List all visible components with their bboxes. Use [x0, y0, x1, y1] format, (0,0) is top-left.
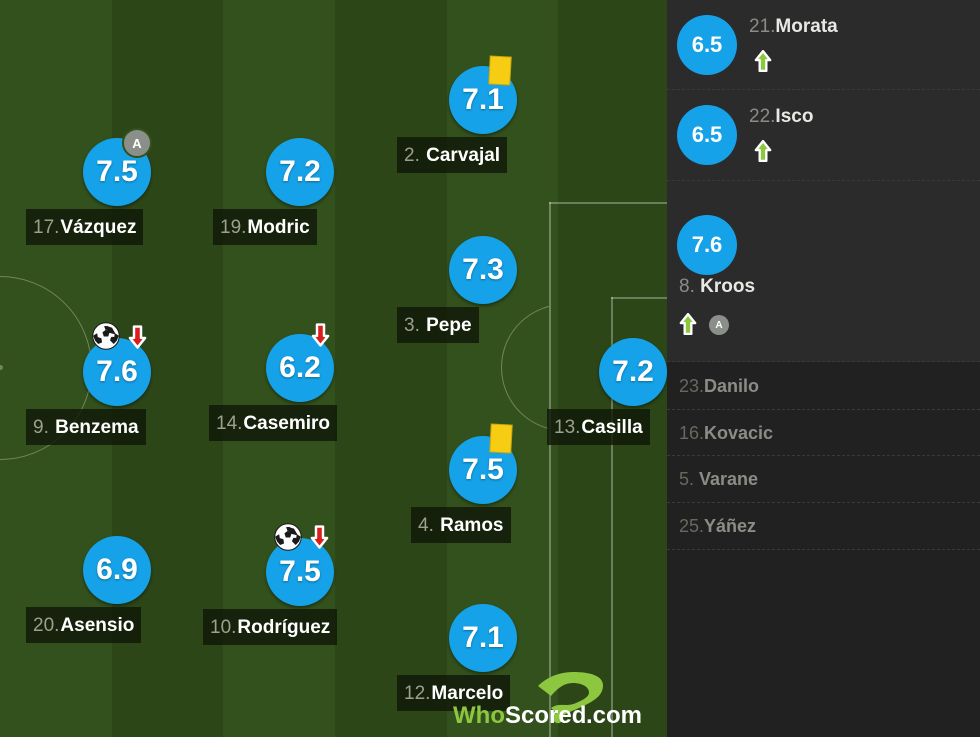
svg-text:Who: Who: [453, 702, 505, 728]
svg-text:Scored: Scored: [505, 702, 586, 728]
svg-text:.com: .com: [586, 702, 642, 728]
